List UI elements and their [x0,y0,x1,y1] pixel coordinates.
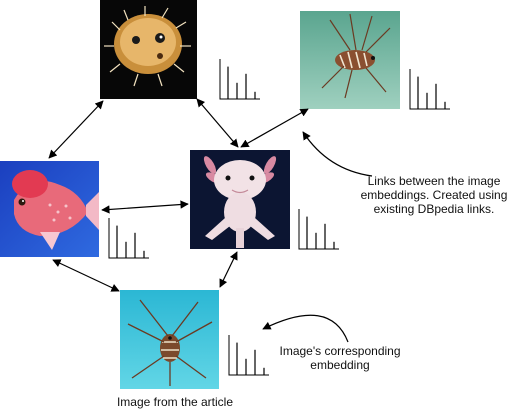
embedding-annotation: Image's corresponding embedding [279,344,401,372]
arrow-flowerhorn-article [52,259,120,292]
arrow-flowerhorn-axolotl [101,200,189,214]
arrow-pufferfish-flowerhorn [48,100,104,159]
embedding-axolotl [298,209,339,250]
arrow-pufferfish-axolotl [196,98,239,148]
links-annotation: Links between the image embeddings. Crea… [360,174,508,216]
callout-arrow-embedding [262,314,349,343]
embedding-axis [219,59,260,100]
embedding-axis [228,335,269,376]
embedding-article [228,335,269,376]
callout-arrow-links [302,131,373,177]
embedding-pufferfish [219,59,260,100]
arrow-lionfish-axolotl [240,108,309,148]
lionfish-reef-image [300,11,400,109]
lionfish-article-image [120,290,219,389]
article-image-caption: Image from the article [116,395,234,409]
embedding-axis [108,218,149,259]
arrow-axolotl-article [219,251,238,288]
embedding-axis [298,209,339,250]
pufferfish-image [100,0,197,99]
embedding-lionfish-reef [409,69,450,110]
axolotl-image [190,150,290,249]
embedding-flowerhorn [108,218,149,259]
embedding-axis [409,69,450,110]
flowerhorn-image [0,161,99,257]
